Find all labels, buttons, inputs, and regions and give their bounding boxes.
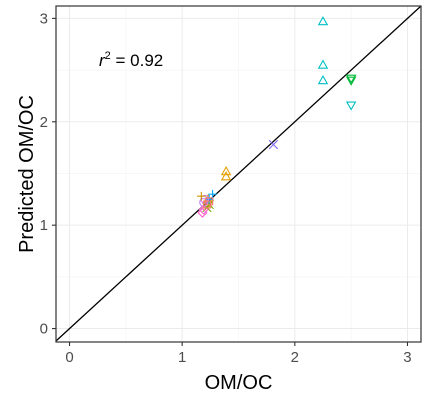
data-point-triangle-down-open xyxy=(345,101,357,111)
y-tick-label: 3 xyxy=(40,10,48,27)
r-squared-value: = 0.92 xyxy=(111,51,163,70)
data-point-triangle-up-open xyxy=(317,16,329,26)
grid xyxy=(56,6,421,342)
plot-panel-border xyxy=(55,5,422,343)
data-point-plus xyxy=(197,191,206,201)
y-axis-title: Predicted OM/OC xyxy=(16,95,38,253)
data-point-triangle-up-open xyxy=(317,59,329,69)
data-point-plus xyxy=(208,189,217,199)
x-tick-label: 0 xyxy=(65,349,73,366)
data-point-cross-open xyxy=(268,139,279,150)
data-point-triangle-up-open xyxy=(220,166,232,176)
data-point-triangle-down-open xyxy=(345,74,357,84)
x-tick-label: 1 xyxy=(178,349,186,366)
y-tick-label: 2 xyxy=(40,114,48,131)
data-point-triangle-down-open xyxy=(345,76,357,86)
data-point-triangle-up-open xyxy=(220,171,232,181)
x-tick-label: 3 xyxy=(403,349,411,366)
r-exponent: 2 xyxy=(105,50,111,62)
data-point-triangle-up-open xyxy=(317,75,329,85)
axis-ticks: 0 1 2 3 0 1 2 3 xyxy=(40,10,412,366)
data-point-square-open xyxy=(202,200,211,209)
r-symbol: r xyxy=(99,51,106,70)
y-tick-label: 1 xyxy=(40,217,48,234)
r-squared-annotation: r2 = 0.92 xyxy=(99,50,163,70)
x-axis-title: OM/OC xyxy=(205,372,273,394)
identity-reference-line xyxy=(55,5,422,342)
y-tick-label: 0 xyxy=(40,321,48,338)
data-point-diamond-open xyxy=(197,207,208,218)
data-points xyxy=(197,16,357,218)
x-tick-label: 2 xyxy=(291,349,299,366)
